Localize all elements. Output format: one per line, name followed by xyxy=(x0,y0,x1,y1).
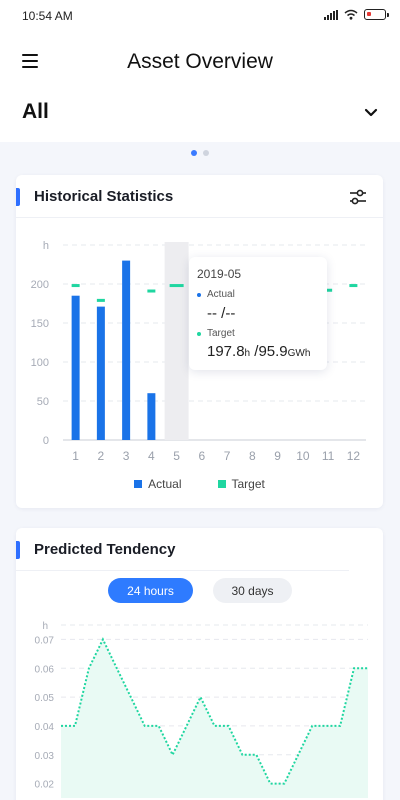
target-marker xyxy=(96,298,105,302)
tooltip-target-energy-unit: GWh xyxy=(287,348,311,359)
y-axis-unit-label: h xyxy=(43,240,49,252)
card-accent-bar xyxy=(16,541,20,559)
wifi-icon xyxy=(344,9,358,20)
card-divider xyxy=(16,570,349,571)
x-tick-label: 2 xyxy=(98,449,105,463)
historical-statistics-card: Historical Statistics 0 50 100 150 200 h 1 2 3 4 5… xyxy=(16,175,383,508)
x-tick-label: 1 xyxy=(72,449,79,463)
carousel-dot[interactable] xyxy=(203,150,209,156)
legend-label-target: Target xyxy=(231,477,265,491)
page-title: Asset Overview xyxy=(127,50,273,73)
tab-30-days[interactable]: 30 days xyxy=(213,578,292,603)
settings-sliders-icon[interactable] xyxy=(349,189,367,205)
x-tick-label: 5 xyxy=(173,449,180,463)
predicted-area-chart: h 0.02 0.03 0.04 0.05 0.06 0.07 xyxy=(35,621,368,798)
tooltip-actual-label: Actual xyxy=(197,289,235,300)
target-marker xyxy=(71,284,80,288)
filter-select-value[interactable]: All xyxy=(22,100,49,123)
signal-icon xyxy=(324,9,338,20)
y-tick-label: 150 xyxy=(31,318,49,330)
app-header: Asset Overview All xyxy=(0,32,400,142)
y-tick-label: 0.06 xyxy=(35,664,55,675)
card-title: Historical Statistics xyxy=(34,188,174,205)
battery-icon xyxy=(364,9,389,20)
status-icons xyxy=(324,9,389,20)
y-axis-unit-label: h xyxy=(42,621,48,632)
tooltip-target-value: 197.8h /95.9GWh xyxy=(207,343,310,360)
y-tick-label: 0 xyxy=(43,435,49,447)
y-tick-label: 100 xyxy=(31,357,49,369)
bar-actual xyxy=(122,260,131,440)
tooltip-target-label-text: Target xyxy=(207,328,235,339)
chart-tooltip: 2019-05 Actual -- /-- Target 197.8h /95.… xyxy=(189,257,327,370)
menu-icon[interactable] xyxy=(22,54,38,68)
y-tick-label: 0.07 xyxy=(35,635,55,646)
legend-swatch-actual xyxy=(134,480,143,488)
carousel-dots xyxy=(0,150,400,162)
y-tick-label: 0.04 xyxy=(35,722,55,733)
tooltip-target-energy: /95.9 xyxy=(250,343,288,360)
legend-item-target[interactable]: Target xyxy=(217,477,265,491)
y-tick-label: 50 xyxy=(37,396,49,408)
card-accent-bar xyxy=(16,188,20,206)
x-tick-label: 9 xyxy=(274,449,281,463)
tooltip-date: 2019-05 xyxy=(197,267,242,281)
x-tick-label: 12 xyxy=(347,449,361,463)
tooltip-actual-value: -- /-- xyxy=(207,305,236,322)
highlight-band xyxy=(164,242,189,440)
bar-actual xyxy=(96,306,105,440)
bar-actual xyxy=(147,393,156,440)
bar-actual xyxy=(71,295,80,440)
x-tick-label: 3 xyxy=(123,449,130,463)
tooltip-target-hours-unit: h xyxy=(244,348,251,359)
y-tick-label: 0.05 xyxy=(35,693,55,704)
card-title: Predicted Tendency xyxy=(34,541,176,558)
tooltip-actual-label-text: Actual xyxy=(207,289,235,300)
y-tick-label: 0.02 xyxy=(35,780,55,791)
legend-item-actual[interactable]: Actual xyxy=(134,477,182,491)
x-tick-label: 10 xyxy=(296,449,310,463)
x-tick-label: 4 xyxy=(148,449,155,463)
target-marker xyxy=(169,284,184,288)
target-marker xyxy=(147,289,156,293)
card-divider xyxy=(16,217,383,218)
x-tick-label: 8 xyxy=(249,449,256,463)
predicted-tendency-card: Predicted Tendency 24 hours 30 days h 0.0… xyxy=(16,528,383,800)
tab-24-hours[interactable]: 24 hours xyxy=(108,578,193,603)
target-marker xyxy=(349,284,358,288)
actual-dot-icon xyxy=(197,292,201,297)
legend-swatch-target xyxy=(217,480,226,488)
target-marker xyxy=(324,288,333,292)
area-fill xyxy=(61,639,368,798)
y-tick-label: 0.03 xyxy=(35,751,55,762)
status-time: 10:54 AM xyxy=(22,9,73,23)
tooltip-target-hours: 197.8 xyxy=(207,343,245,360)
x-tick-label: 7 xyxy=(224,449,231,463)
x-tick-label: 6 xyxy=(199,449,206,463)
status-bar: 10:54 AM xyxy=(0,0,400,32)
chart-legend: Actual Target xyxy=(16,477,383,491)
tooltip-target-label: Target xyxy=(197,328,235,339)
legend-label-actual: Actual xyxy=(148,477,182,491)
y-tick-label: 200 xyxy=(31,279,49,291)
x-tick-label: 11 xyxy=(322,449,335,463)
chevron-down-icon[interactable] xyxy=(364,108,378,118)
target-dot-icon xyxy=(197,331,201,336)
carousel-dot-active[interactable] xyxy=(191,150,197,156)
